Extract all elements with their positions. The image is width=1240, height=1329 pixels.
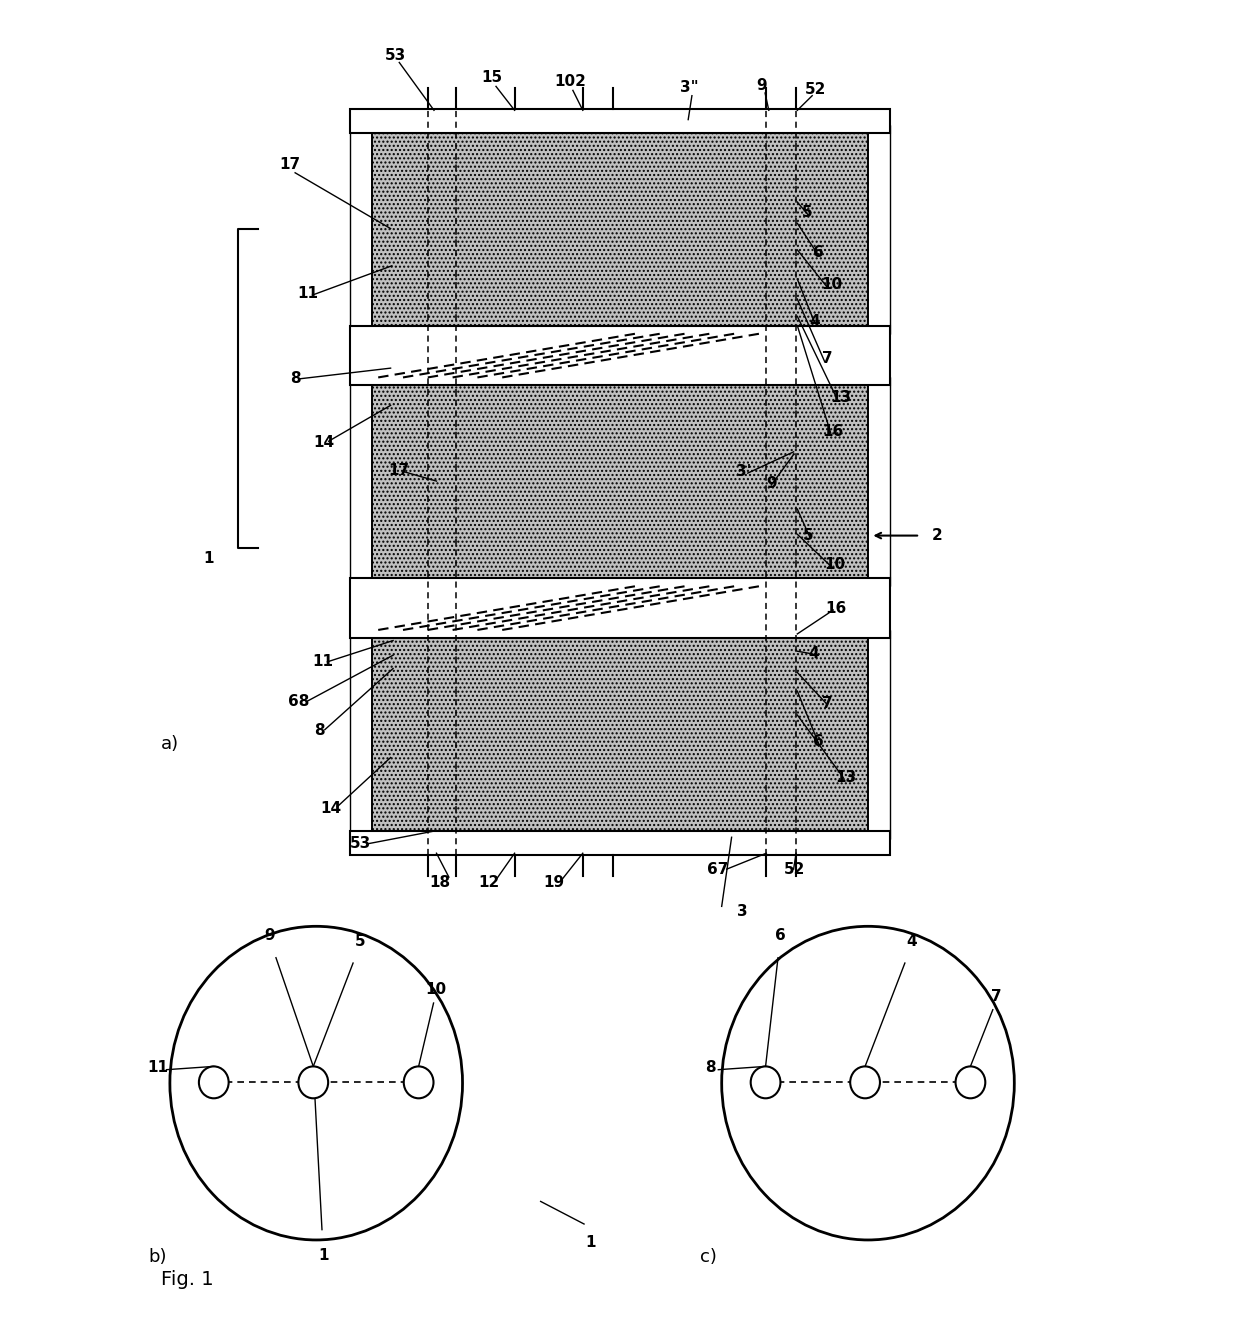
Circle shape — [404, 1066, 434, 1098]
Text: 15: 15 — [481, 69, 503, 85]
Text: 17: 17 — [279, 157, 301, 173]
Text: 19: 19 — [543, 874, 565, 890]
Text: 5: 5 — [802, 205, 812, 221]
Circle shape — [299, 1066, 329, 1098]
Text: 3: 3 — [738, 904, 748, 920]
Text: 1: 1 — [585, 1235, 595, 1249]
Text: 9: 9 — [756, 77, 766, 93]
Text: 10: 10 — [425, 982, 446, 997]
Text: 1: 1 — [203, 550, 213, 566]
Bar — [350, 630, 890, 839]
Text: 11: 11 — [298, 286, 317, 302]
Text: 10: 10 — [823, 557, 846, 573]
Text: 102: 102 — [554, 73, 587, 89]
Text: 13: 13 — [830, 389, 852, 405]
Circle shape — [198, 1066, 228, 1098]
Text: 14: 14 — [320, 800, 342, 816]
Bar — [350, 831, 890, 855]
Text: 17: 17 — [388, 462, 410, 478]
Text: 7: 7 — [992, 989, 1002, 1005]
Text: 9: 9 — [766, 476, 776, 492]
Circle shape — [750, 1066, 780, 1098]
Text: 11: 11 — [312, 654, 332, 670]
Text: 4: 4 — [906, 934, 918, 949]
Bar — [350, 377, 890, 586]
Bar — [350, 326, 890, 385]
Text: a): a) — [161, 735, 180, 754]
Bar — [372, 385, 868, 578]
Text: 14: 14 — [312, 435, 335, 451]
Text: 67: 67 — [707, 861, 729, 877]
Bar — [372, 638, 868, 831]
Bar — [350, 109, 890, 133]
Bar — [350, 125, 890, 334]
Text: Fig. 1: Fig. 1 — [161, 1271, 213, 1289]
Text: 6: 6 — [813, 734, 823, 750]
Text: 7: 7 — [822, 351, 832, 367]
Circle shape — [956, 1066, 986, 1098]
Text: 6: 6 — [775, 928, 786, 944]
Text: b): b) — [148, 1248, 166, 1265]
Text: 12: 12 — [477, 874, 500, 890]
Text: 7: 7 — [822, 695, 832, 711]
Text: 4: 4 — [808, 646, 818, 662]
Text: 68: 68 — [288, 694, 310, 710]
Bar — [350, 578, 890, 638]
Text: 53: 53 — [384, 48, 407, 64]
Text: 10: 10 — [821, 276, 843, 292]
Text: 11: 11 — [148, 1061, 169, 1075]
Text: 4: 4 — [810, 314, 820, 330]
Text: 9: 9 — [264, 928, 275, 944]
Text: 1: 1 — [319, 1248, 329, 1263]
Text: 5: 5 — [804, 528, 813, 544]
Text: 6: 6 — [813, 245, 823, 260]
Text: 8: 8 — [704, 1061, 715, 1075]
Circle shape — [851, 1066, 880, 1098]
Text: 3": 3" — [680, 80, 699, 96]
Text: 2: 2 — [932, 528, 942, 544]
Text: 5: 5 — [355, 934, 366, 949]
Text: 8: 8 — [290, 371, 300, 387]
Text: 16: 16 — [822, 424, 844, 440]
Bar — [372, 133, 868, 326]
Text: 52: 52 — [784, 861, 806, 877]
Text: 3': 3' — [737, 464, 751, 480]
Text: 52: 52 — [805, 81, 827, 97]
Text: c): c) — [699, 1248, 717, 1265]
Text: 53: 53 — [350, 836, 372, 852]
Text: 18: 18 — [429, 874, 451, 890]
Text: 16: 16 — [825, 601, 847, 617]
Text: 8: 8 — [315, 723, 325, 739]
Text: 13: 13 — [835, 769, 857, 785]
